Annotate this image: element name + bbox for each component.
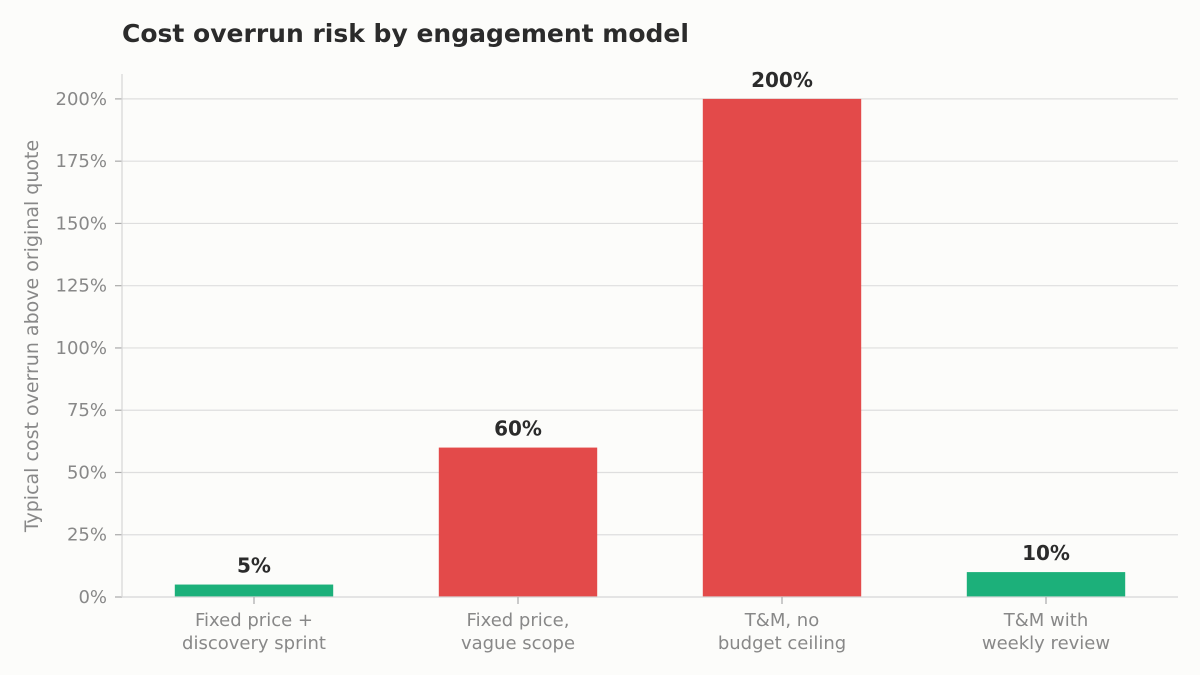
y-tick-label: 25% [67, 525, 107, 546]
chart-title: Cost overrun risk by engagement model [122, 19, 689, 48]
y-tick-label: 75% [67, 400, 107, 421]
bar-layer [174, 98, 1126, 598]
data-label: 5% [237, 554, 271, 578]
x-tick-label: T&M, no budget ceiling [718, 610, 846, 654]
y-tick-label: 175% [56, 151, 107, 172]
bar [174, 584, 334, 597]
data-label: 200% [751, 68, 813, 92]
y-tick-label: 0% [78, 587, 107, 608]
y-tick-label: 50% [67, 462, 107, 483]
y-axis-label: Typical cost overrun above original quot… [21, 140, 43, 533]
label-layer: 0% 25% 50% 75% 100% 125% 150% 175% 200% 5% Fixed p… [56, 68, 1111, 654]
x-tick-label: Fixed price + discovery sprint [182, 610, 326, 654]
y-tick-label: 100% [56, 338, 107, 359]
bar [438, 447, 598, 597]
y-tick-label: 125% [56, 276, 107, 297]
x-tick-label: T&M with weekly review [982, 610, 1110, 654]
data-label: 60% [494, 417, 542, 441]
data-label: 10% [1022, 541, 1070, 565]
bar [966, 572, 1126, 597]
grid-layer [122, 98, 1178, 536]
axis-layer [115, 74, 1178, 604]
x-tick-label: Fixed price, vague scope [461, 610, 575, 654]
y-tick-label: 200% [56, 89, 107, 110]
bar [702, 98, 862, 598]
y-tick-label: 150% [56, 213, 107, 234]
